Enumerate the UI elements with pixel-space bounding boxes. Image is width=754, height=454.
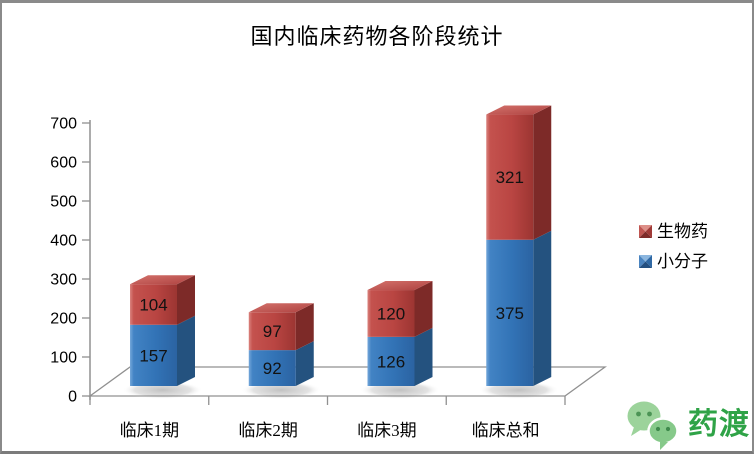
- bar-segment: [486, 114, 534, 240]
- bar-segment-side: [295, 341, 314, 386]
- bar-segment: [130, 284, 177, 325]
- x-category-label: 临床3期: [357, 421, 417, 440]
- x-category-label: 临床总和: [472, 421, 540, 440]
- data-label: 97: [263, 322, 282, 341]
- bar-segment: [130, 324, 177, 386]
- wechat-icon: [627, 401, 679, 450]
- stacked-bar-chart-canvas: 0 100 200 300 400 500 600 700 临床1期 临床2期 临床3期 临床总和 15…: [50, 105, 608, 440]
- brand-name: 药渡: [688, 408, 750, 441]
- bar-segment: [486, 239, 534, 386]
- legend-label: 生物药: [657, 222, 708, 241]
- bar-segment-side: [533, 105, 552, 240]
- bar-top-face: [248, 303, 314, 313]
- bar-segment: [367, 290, 415, 337]
- data-label: 104: [139, 295, 167, 314]
- y-tick-label: 400: [50, 233, 77, 250]
- data-label: 126: [377, 352, 405, 371]
- legend-item-biologics: 生物药: [639, 223, 708, 240]
- chart-legend: 生物药 小分子: [639, 223, 708, 270]
- data-label: 92: [263, 359, 282, 378]
- y-tick-label: 300: [50, 272, 77, 289]
- bar-top-face: [130, 275, 195, 285]
- bar-top-face: [367, 281, 433, 291]
- legend-marker-red-icon: [639, 225, 652, 238]
- data-label: 120: [377, 304, 405, 323]
- bar-segment: [367, 336, 415, 386]
- bar-segment: [248, 312, 296, 351]
- y-tick-label: 600: [50, 155, 77, 172]
- bar-segment-side: [295, 303, 314, 351]
- x-category-label: 临床1期: [120, 421, 180, 440]
- bar-segment-side: [533, 230, 552, 386]
- chart-title: 国内临床药物各阶段统计: [250, 24, 504, 49]
- brand-watermark: 药渡: [626, 400, 750, 450]
- bar-segment-side: [414, 327, 433, 386]
- data-label: 157: [139, 346, 167, 365]
- legend-label: 小分子: [657, 252, 708, 271]
- y-tick-label: 200: [50, 311, 77, 328]
- y-tick-label: 500: [50, 194, 77, 211]
- bar-top-face: [486, 105, 552, 115]
- bar-segment-side: [177, 275, 195, 325]
- data-label: 321: [496, 168, 524, 187]
- data-label: 375: [496, 304, 524, 323]
- bar-segment-side: [414, 281, 433, 337]
- bar-segment: [248, 350, 296, 386]
- y-tick-label: 100: [50, 350, 77, 367]
- legend-marker-blue-icon: [639, 255, 652, 268]
- y-tick-label: 700: [50, 116, 77, 133]
- y-tick-label: 0: [68, 389, 77, 406]
- x-category-label: 临床2期: [238, 421, 298, 440]
- bar-segment-side: [177, 315, 195, 386]
- legend-item-small-molecule: 小分子: [639, 253, 708, 270]
